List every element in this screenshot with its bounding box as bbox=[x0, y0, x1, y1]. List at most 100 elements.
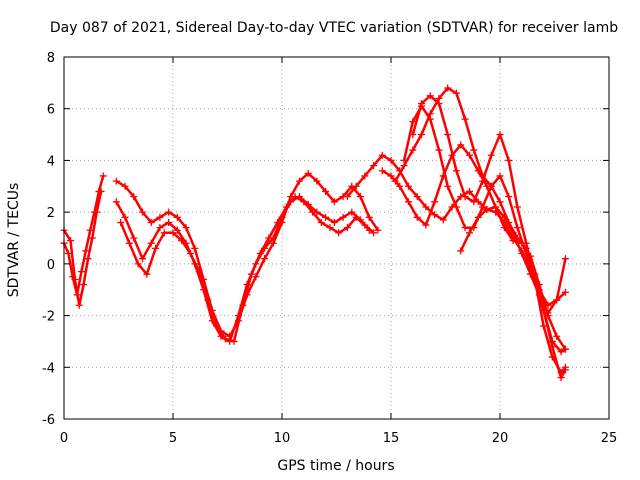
x-tick-label: 25 bbox=[601, 431, 618, 446]
data-point bbox=[282, 203, 290, 211]
data-point bbox=[426, 92, 434, 100]
data-point bbox=[561, 345, 569, 353]
data-point bbox=[461, 115, 469, 123]
data-point bbox=[112, 198, 120, 206]
data-point bbox=[186, 250, 194, 258]
data-point bbox=[444, 84, 452, 92]
data-point bbox=[370, 229, 378, 237]
series-track-9 bbox=[409, 92, 569, 376]
data-point bbox=[173, 226, 181, 234]
data-point bbox=[313, 177, 321, 185]
data-point bbox=[121, 182, 129, 190]
data-point bbox=[470, 146, 478, 154]
x-axis-label: GPS time / hours bbox=[277, 458, 394, 474]
data-point bbox=[352, 213, 360, 221]
data-point bbox=[274, 218, 282, 226]
y-tick-label: 0 bbox=[47, 258, 55, 273]
data-point bbox=[474, 213, 482, 221]
data-point bbox=[67, 237, 75, 245]
grid bbox=[64, 57, 609, 419]
data-point bbox=[483, 206, 491, 214]
data-point bbox=[343, 193, 351, 201]
x-tick-label: 15 bbox=[383, 431, 400, 446]
data-point bbox=[409, 131, 417, 139]
data-point bbox=[374, 226, 382, 234]
data-point bbox=[479, 203, 487, 211]
data-point bbox=[465, 151, 473, 159]
data-point bbox=[178, 237, 186, 245]
data-point bbox=[378, 151, 386, 159]
data-point bbox=[361, 172, 369, 180]
data-point bbox=[426, 110, 434, 118]
data-point bbox=[452, 89, 460, 97]
data-point bbox=[97, 187, 105, 195]
data-point bbox=[130, 234, 138, 242]
data-point bbox=[169, 229, 177, 237]
data-point bbox=[487, 182, 495, 190]
series-track-4 bbox=[112, 193, 373, 345]
data-point bbox=[365, 213, 373, 221]
data-point bbox=[252, 273, 260, 281]
data-point bbox=[156, 224, 164, 232]
data-point bbox=[160, 229, 168, 237]
data-point bbox=[487, 151, 495, 159]
data-point bbox=[527, 270, 535, 278]
data-point bbox=[309, 208, 317, 216]
series-line bbox=[459, 205, 567, 315]
data-point bbox=[540, 322, 548, 330]
data-point bbox=[343, 224, 351, 232]
data-point bbox=[147, 218, 155, 226]
data-point bbox=[99, 172, 107, 180]
data-point bbox=[322, 187, 330, 195]
data-point bbox=[339, 213, 347, 221]
data-point bbox=[71, 275, 79, 283]
data-point bbox=[261, 255, 269, 263]
chart-title: Day 087 of 2021, Sidereal Day-to-day VTE… bbox=[50, 20, 618, 36]
data-point bbox=[265, 234, 273, 242]
x-tick-label: 0 bbox=[60, 431, 68, 446]
data-point bbox=[256, 250, 264, 258]
data-point bbox=[457, 141, 465, 149]
data-point bbox=[422, 221, 430, 229]
data-point bbox=[352, 182, 360, 190]
x-tick-label: 10 bbox=[274, 431, 291, 446]
data-point bbox=[295, 177, 303, 185]
data-point bbox=[330, 198, 338, 206]
data-point bbox=[247, 270, 255, 278]
data-point bbox=[165, 218, 173, 226]
data-point bbox=[93, 208, 101, 216]
data-point bbox=[544, 309, 552, 317]
data-point bbox=[138, 255, 146, 263]
plot-frame bbox=[63, 56, 610, 420]
y-tick-label: 8 bbox=[47, 51, 55, 66]
y-tick-label: 6 bbox=[47, 103, 55, 118]
data-point bbox=[152, 244, 160, 252]
data-point bbox=[221, 335, 229, 343]
data-point bbox=[513, 203, 521, 211]
data-point bbox=[553, 296, 561, 304]
series-track-7 bbox=[378, 141, 569, 353]
data-point bbox=[182, 224, 190, 232]
data-point bbox=[500, 213, 508, 221]
data-point bbox=[291, 193, 299, 201]
data-point bbox=[465, 187, 473, 195]
data-point bbox=[461, 193, 469, 201]
data-point bbox=[557, 348, 565, 356]
data-point bbox=[165, 208, 173, 216]
data-point bbox=[130, 193, 138, 201]
data-point bbox=[147, 239, 155, 247]
data-point bbox=[230, 337, 238, 345]
axes: 0 5 10 15 20 25 -6 -4 -2 0 2 4 6 8 bbox=[42, 51, 617, 446]
data-point bbox=[138, 208, 146, 216]
series-line bbox=[115, 172, 379, 338]
data-point bbox=[409, 146, 417, 154]
series-track-5 bbox=[117, 193, 378, 345]
y-tick-label: -2 bbox=[42, 310, 55, 325]
data-point bbox=[404, 198, 412, 206]
data-point bbox=[505, 193, 513, 201]
data-point bbox=[195, 268, 203, 276]
data-point bbox=[335, 229, 343, 237]
data-point bbox=[304, 169, 312, 177]
data-point bbox=[444, 182, 452, 190]
data-point bbox=[431, 211, 439, 219]
